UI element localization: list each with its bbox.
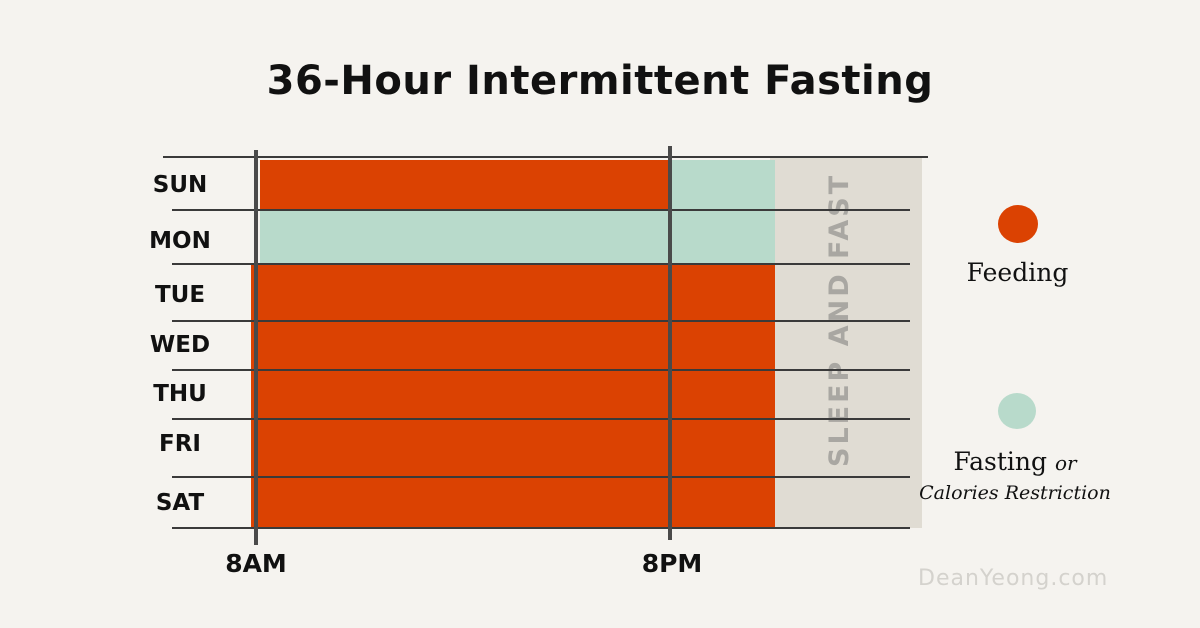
sleep-and-fast-label: SLEEP AND FAST (824, 173, 855, 467)
block-fri-evening (670, 419, 775, 477)
day-label-thu: THU (153, 381, 207, 407)
block-wed-day (251, 321, 670, 370)
block-sat-evening (670, 477, 775, 528)
block-thu-day (251, 370, 670, 419)
legend-fasting: Fasting or Calories Restriction (910, 447, 1120, 508)
block-wed-evening (670, 321, 775, 370)
sleep-band (770, 158, 922, 528)
row-divider-lines (163, 156, 928, 529)
time-label-8am: 8AM (225, 549, 287, 578)
legend-fasting-or: or (1054, 451, 1077, 475)
time-label-8pm: 8PM (642, 549, 703, 578)
schedule-blocks (251, 160, 775, 528)
day-label-fri: FRI (159, 431, 201, 457)
day-label-sun: SUN (153, 172, 208, 198)
block-tue-evening (670, 264, 775, 321)
legend-feeding-label: Feeding (966, 258, 1069, 287)
day-label-tue: TUE (155, 282, 205, 308)
block-sat-day (251, 477, 670, 528)
day-label-sat: SAT (156, 490, 205, 516)
block-tue-day (251, 264, 670, 321)
block-sun-evening (670, 160, 775, 210)
fasting-swatch (998, 393, 1036, 429)
legend-fasting-label: Fasting (953, 447, 1047, 476)
block-thu-evening (670, 370, 775, 419)
day-label-mon: MON (149, 228, 211, 254)
block-mon-day (260, 210, 670, 264)
block-sun-day (260, 160, 670, 210)
page-title: 36-Hour Intermittent Fasting (266, 58, 934, 104)
block-fri-day (251, 419, 670, 477)
day-labels: SUN MON TUE WED THU FRI SAT (149, 172, 211, 516)
feeding-swatch (998, 205, 1038, 243)
day-label-wed: WED (150, 332, 210, 358)
legend-fasting-sub: Calories Restriction (919, 482, 1111, 504)
watermark: DeanYeong.com (918, 566, 1109, 591)
block-mon-evening (670, 210, 775, 264)
